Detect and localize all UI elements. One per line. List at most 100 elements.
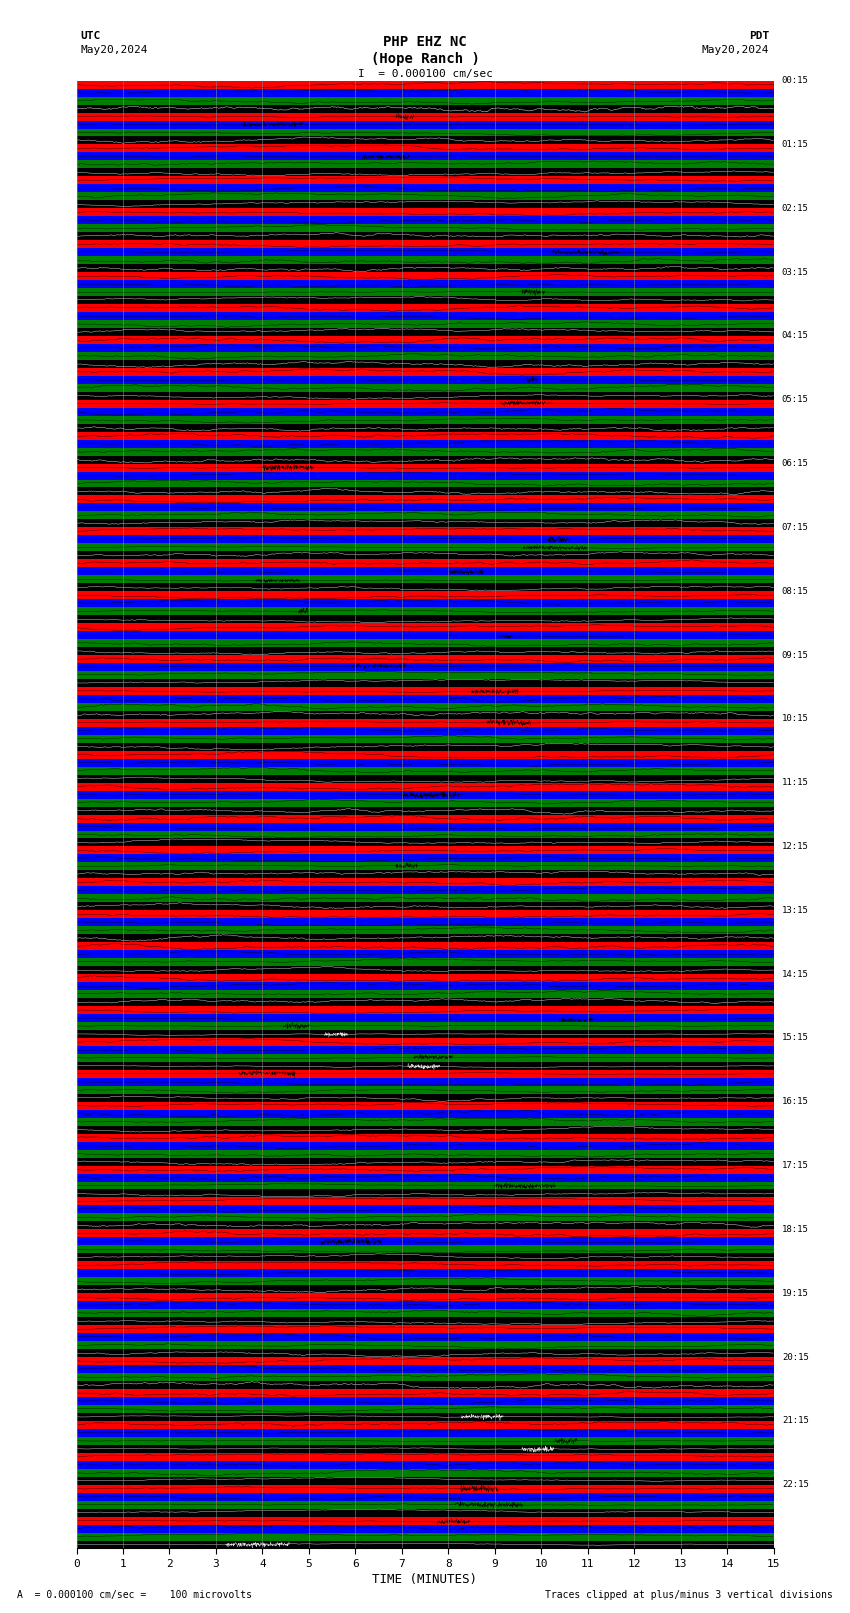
Bar: [76, 910, 774, 918]
Bar: [76, 934, 774, 942]
Bar: [76, 1261, 774, 1269]
Bar: [76, 487, 774, 495]
Text: 18:15: 18:15: [782, 1224, 808, 1234]
Bar: [76, 1237, 774, 1245]
Bar: [76, 392, 774, 400]
Bar: [76, 679, 774, 687]
Bar: [76, 1437, 774, 1445]
Bar: [76, 1069, 774, 1077]
Text: 12:15: 12:15: [782, 842, 808, 852]
Bar: [76, 1189, 774, 1197]
Bar: [76, 160, 774, 168]
Bar: [76, 1365, 774, 1373]
Bar: [76, 1524, 774, 1532]
Bar: [76, 647, 774, 655]
Bar: [76, 1031, 774, 1037]
Bar: [76, 1469, 774, 1476]
Bar: [76, 368, 774, 376]
Text: I  = 0.000100 cm/sec: I = 0.000100 cm/sec: [358, 69, 492, 79]
Bar: [76, 879, 774, 887]
Bar: [76, 1461, 774, 1469]
Bar: [76, 336, 774, 344]
Text: 08:15: 08:15: [782, 587, 808, 595]
Bar: [76, 736, 774, 742]
Bar: [76, 400, 774, 408]
Bar: [76, 576, 774, 584]
Bar: [76, 703, 774, 711]
Bar: [76, 1326, 774, 1332]
Bar: [76, 798, 774, 806]
Bar: [76, 1389, 774, 1397]
Bar: [76, 145, 774, 153]
Bar: [76, 950, 774, 958]
Bar: [76, 711, 774, 719]
Bar: [76, 352, 774, 360]
Bar: [76, 990, 774, 998]
Bar: [76, 463, 774, 471]
Text: 00:15: 00:15: [782, 76, 808, 85]
Bar: [76, 495, 774, 503]
Text: 15:15: 15:15: [782, 1034, 808, 1042]
Bar: [76, 831, 774, 839]
Bar: [76, 1126, 774, 1134]
Bar: [76, 168, 774, 176]
Bar: [76, 303, 774, 311]
Bar: [76, 774, 774, 782]
Bar: [76, 1229, 774, 1237]
Bar: [76, 265, 774, 273]
Text: UTC: UTC: [81, 31, 101, 40]
Bar: [76, 256, 774, 265]
Bar: [76, 511, 774, 519]
Bar: [76, 1516, 774, 1524]
Bar: [76, 503, 774, 511]
Bar: [76, 248, 774, 256]
Bar: [76, 121, 774, 129]
Bar: [76, 1508, 774, 1516]
Bar: [76, 471, 774, 479]
Bar: [76, 408, 774, 416]
Text: 14:15: 14:15: [782, 969, 808, 979]
Text: PHP EHZ NC: PHP EHZ NC: [383, 35, 467, 50]
Bar: [76, 1357, 774, 1365]
Bar: [76, 1102, 774, 1110]
Bar: [76, 1023, 774, 1031]
Bar: [76, 97, 774, 105]
Bar: [76, 847, 774, 855]
Bar: [76, 568, 774, 576]
Text: 13:15: 13:15: [782, 907, 808, 915]
Bar: [76, 1158, 774, 1166]
Bar: [76, 1453, 774, 1461]
Bar: [76, 766, 774, 774]
Bar: [76, 424, 774, 432]
Bar: [76, 606, 774, 615]
Bar: [76, 750, 774, 758]
Text: 09:15: 09:15: [782, 650, 808, 660]
Bar: [76, 432, 774, 440]
Bar: [76, 1286, 774, 1294]
Bar: [76, 311, 774, 319]
Bar: [76, 639, 774, 647]
Bar: [76, 663, 774, 671]
Bar: [76, 240, 774, 248]
Bar: [76, 592, 774, 598]
Bar: [76, 1142, 774, 1150]
Text: 19:15: 19:15: [782, 1289, 808, 1298]
Bar: [76, 1381, 774, 1389]
Bar: [76, 1086, 774, 1094]
Bar: [76, 1476, 774, 1484]
Bar: [76, 192, 774, 200]
Bar: [76, 153, 774, 160]
Bar: [76, 1405, 774, 1413]
Bar: [76, 455, 774, 463]
Bar: [76, 1061, 774, 1069]
Bar: [76, 1397, 774, 1405]
Bar: [76, 982, 774, 990]
Bar: [76, 719, 774, 727]
Bar: [76, 1492, 774, 1500]
Bar: [76, 344, 774, 352]
Text: Traces clipped at plus/minus 3 vertical divisions: Traces clipped at plus/minus 3 vertical …: [545, 1590, 833, 1600]
Bar: [76, 113, 774, 121]
Text: PDT: PDT: [749, 31, 769, 40]
Bar: [76, 1221, 774, 1229]
Bar: [76, 1340, 774, 1348]
